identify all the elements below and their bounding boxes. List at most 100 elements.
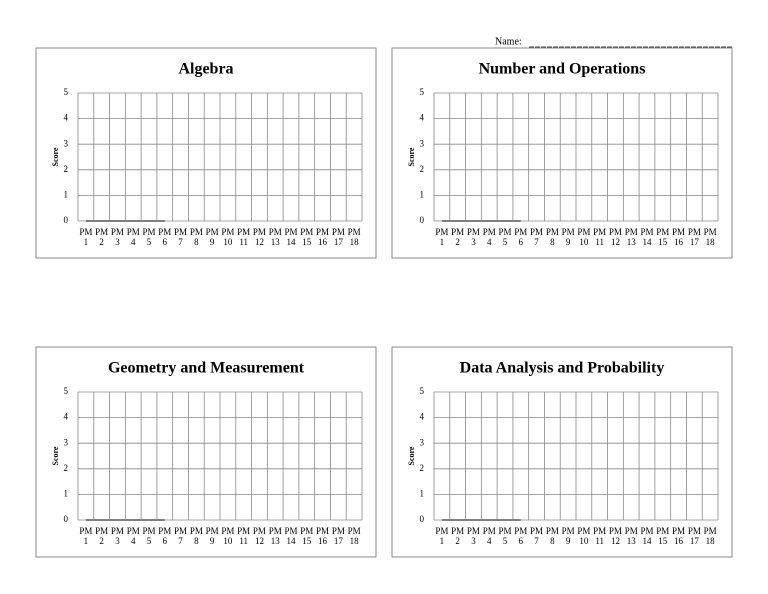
x-tick-label: PM 2 (95, 526, 109, 546)
x-tick-label: PM 2 (95, 227, 109, 247)
y-tick-label: 2 (420, 164, 425, 174)
y-tick-label: 2 (64, 463, 69, 473)
x-tick-label: PM 12 (608, 227, 622, 247)
x-tick-label: PM 18 (347, 227, 361, 247)
y-tick-label: 4 (64, 412, 69, 422)
x-tick-label: PM 6 (158, 227, 172, 247)
y-tick-label: 1 (420, 488, 425, 498)
x-tick-label: PM 8 (545, 526, 559, 546)
y-tick-label: 1 (64, 488, 69, 498)
x-tick-label: PM 16 (672, 526, 686, 546)
x-tick-label: PM 16 (672, 227, 686, 247)
x-tick-label: PM 18 (703, 227, 717, 247)
x-tick-label: PM 1 (79, 526, 93, 546)
x-tick-label: PM 8 (189, 526, 203, 546)
x-tick-label: PM 3 (466, 227, 480, 247)
chart-frame (391, 47, 733, 259)
x-tick-label: PM 2 (451, 526, 465, 546)
x-tick-label: PM 9 (561, 227, 575, 247)
x-tick-label: PM 5 (498, 526, 512, 546)
y-tick-label: 2 (64, 164, 69, 174)
x-tick-label: PM 4 (126, 526, 140, 546)
y-tick-label: 5 (64, 87, 69, 97)
x-tick-label: PM 14 (640, 227, 654, 247)
x-tick-label: PM 14 (284, 526, 298, 546)
chart-title: Number and Operations (479, 61, 646, 78)
chart-title: Geometry and Measurement (108, 360, 305, 377)
x-tick-label: PM 11 (237, 227, 251, 247)
x-tick-label: PM 15 (656, 526, 670, 546)
x-tick-label: PM 9 (205, 526, 219, 546)
x-tick-label: PM 8 (545, 227, 559, 247)
x-tick-label: PM 11 (237, 526, 251, 546)
y-tick-label: 5 (64, 386, 69, 396)
x-tick-label: PM 1 (435, 227, 449, 247)
x-tick-label: PM 13 (624, 526, 638, 546)
x-tick-label: PM 18 (347, 526, 361, 546)
chart-frame (35, 346, 377, 558)
x-tick-label: PM 5 (142, 227, 156, 247)
y-axis-label: Score (51, 446, 60, 465)
x-tick-label: PM 9 (561, 526, 575, 546)
y-tick-label: 2 (420, 463, 425, 473)
y-tick-label: 3 (64, 138, 69, 148)
y-tick-label: 1 (420, 189, 425, 199)
x-tick-label: PM 9 (205, 227, 219, 247)
x-tick-label: PM 17 (687, 227, 701, 247)
x-tick-label: PM 6 (514, 227, 528, 247)
y-tick-label: 0 (64, 514, 69, 524)
x-tick-label: PM 17 (687, 526, 701, 546)
x-tick-label: PM 1 (435, 526, 449, 546)
x-tick-label: PM 11 (593, 227, 607, 247)
y-tick-label: 5 (420, 386, 425, 396)
x-tick-label: PM 1 (79, 227, 93, 247)
x-tick-label: PM 7 (530, 526, 544, 546)
y-tick-label: 0 (420, 514, 425, 524)
x-tick-label: PM 10 (577, 526, 591, 546)
y-tick-label: 1 (64, 189, 69, 199)
y-tick-label: 0 (420, 215, 425, 225)
y-tick-label: 4 (420, 412, 425, 422)
x-tick-label: PM 16 (316, 227, 330, 247)
x-tick-label: PM 6 (514, 526, 528, 546)
x-tick-label: PM 14 (640, 526, 654, 546)
x-tick-label: PM 10 (221, 227, 235, 247)
x-tick-label: PM 7 (174, 227, 188, 247)
y-tick-label: 0 (64, 215, 69, 225)
x-tick-label: PM 13 (624, 227, 638, 247)
y-tick-label: 4 (420, 113, 425, 123)
x-tick-label: PM 4 (126, 227, 140, 247)
x-tick-label: PM 5 (498, 227, 512, 247)
x-tick-label: PM 7 (174, 526, 188, 546)
x-tick-label: PM 15 (300, 526, 314, 546)
x-tick-label: PM 13 (268, 526, 282, 546)
chart-frame (35, 47, 377, 259)
y-tick-label: 5 (420, 87, 425, 97)
y-tick-label: 3 (64, 437, 69, 447)
name-label: Name: (495, 36, 522, 47)
x-tick-label: PM 14 (284, 227, 298, 247)
x-tick-label: PM 4 (482, 526, 496, 546)
y-axis-label: Score (51, 147, 60, 166)
x-tick-label: PM 12 (252, 227, 266, 247)
x-tick-label: PM 15 (656, 227, 670, 247)
x-tick-label: PM 10 (221, 526, 235, 546)
x-tick-label: PM 12 (608, 526, 622, 546)
x-tick-label: PM 2 (451, 227, 465, 247)
x-tick-label: PM 7 (530, 227, 544, 247)
x-tick-label: PM 13 (268, 227, 282, 247)
x-tick-label: PM 3 (110, 526, 124, 546)
y-tick-label: 3 (420, 138, 425, 148)
x-tick-label: PM 17 (331, 227, 345, 247)
x-tick-label: PM 5 (142, 526, 156, 546)
x-tick-label: PM 3 (466, 526, 480, 546)
y-tick-label: 4 (64, 113, 69, 123)
x-tick-label: PM 18 (703, 526, 717, 546)
y-tick-label: 3 (420, 437, 425, 447)
x-tick-label: PM 12 (252, 526, 266, 546)
chart-frame (391, 346, 733, 558)
x-tick-label: PM 6 (158, 526, 172, 546)
x-tick-label: PM 3 (110, 227, 124, 247)
y-axis-label: Score (407, 446, 416, 465)
